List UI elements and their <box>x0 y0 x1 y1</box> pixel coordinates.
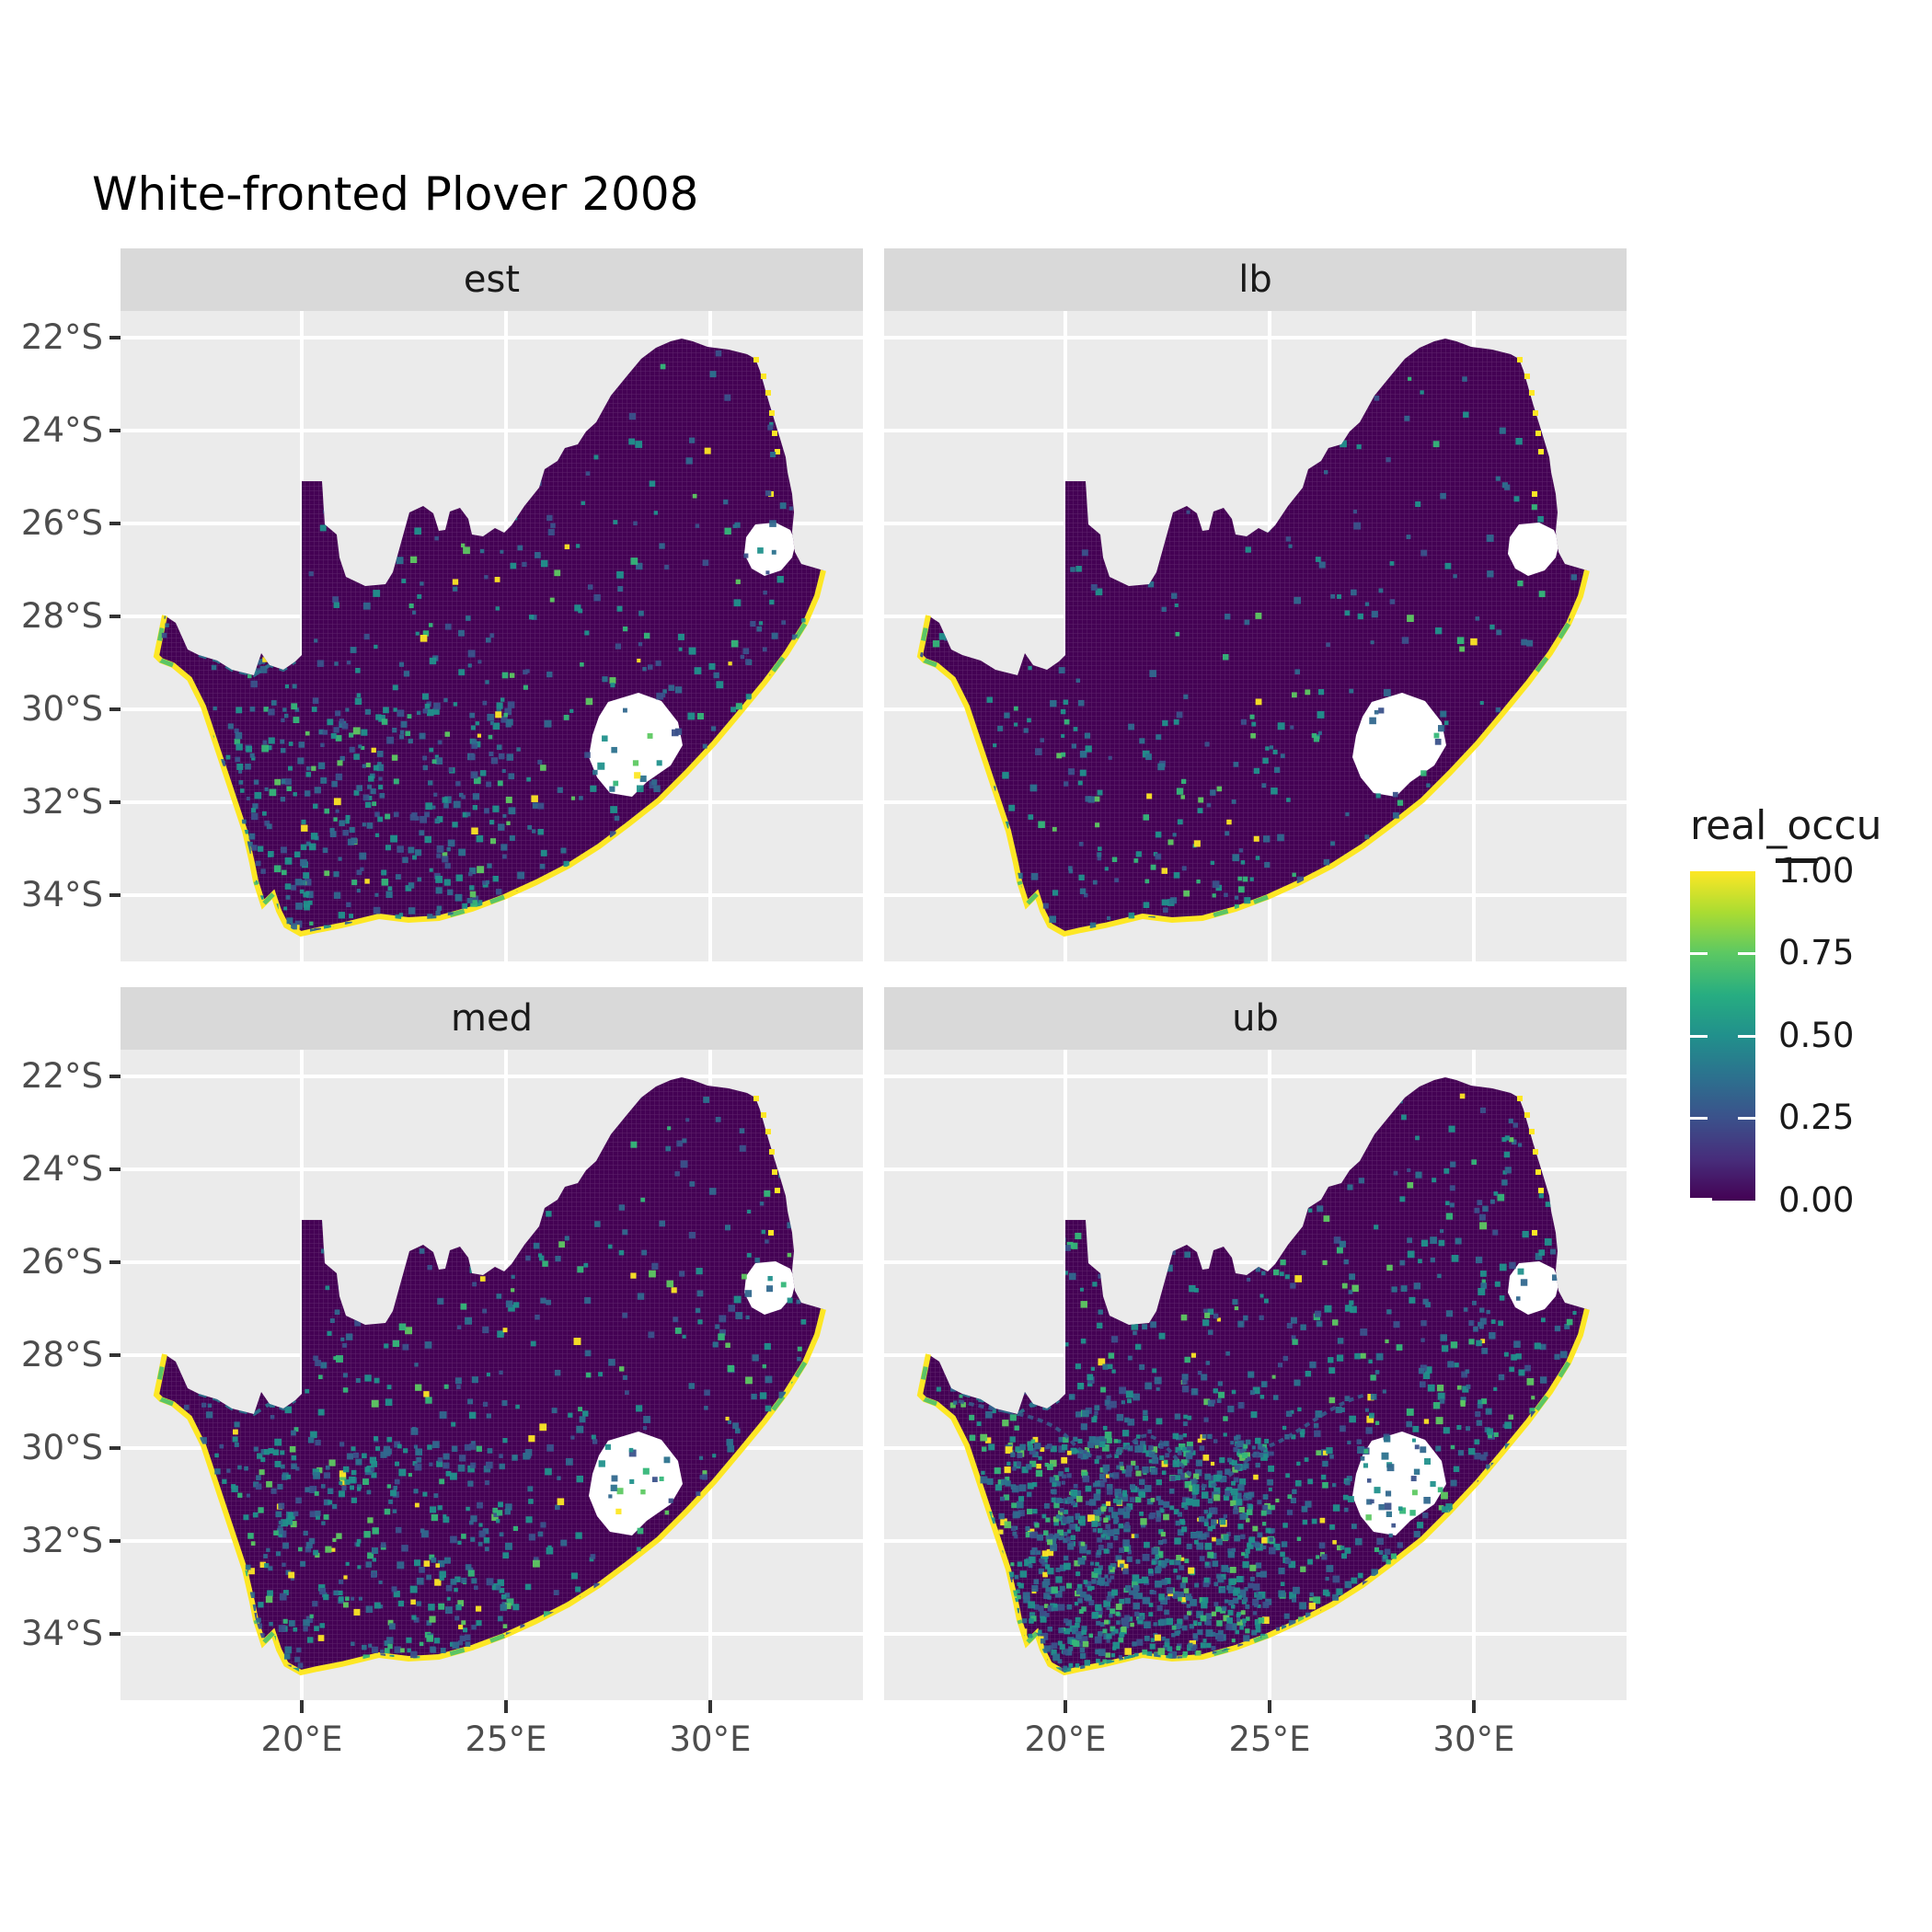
x-axis-tick <box>1267 1700 1271 1713</box>
x-axis-tick <box>708 1700 712 1713</box>
y-axis-tick-label: 32°S <box>20 781 103 822</box>
x-axis-tick-label: 30°E <box>669 1719 752 1759</box>
legend-tick-left <box>1690 1034 1708 1038</box>
south-africa-raster-map <box>884 311 1627 961</box>
facet-strip-label: lb <box>1238 259 1272 301</box>
y-axis-tick-label: 28°S <box>20 596 103 636</box>
y-axis-tick <box>109 707 121 711</box>
y-axis-tick-label: 22°S <box>20 316 103 357</box>
x-axis-tick-label: 30°E <box>1432 1719 1515 1759</box>
y-axis-tick-label: 28°S <box>20 1335 103 1374</box>
y-axis-tick <box>109 521 121 525</box>
south-africa-raster-map <box>884 1050 1627 1700</box>
south-africa-raster-map <box>121 1050 863 1700</box>
y-axis-tick-label: 34°S <box>20 875 103 915</box>
legend-title: real_occu <box>1690 802 1882 849</box>
major-gridline-y <box>884 1167 1627 1172</box>
legend-label: 1.00 <box>1778 851 1855 891</box>
facet-strip-label: est <box>463 259 521 301</box>
major-gridline-y <box>121 429 863 433</box>
y-axis-tick <box>109 799 121 804</box>
y-axis-tick-label: 22°S <box>20 1055 103 1096</box>
x-axis-tick <box>1472 1700 1476 1713</box>
y-axis-tick <box>109 1445 121 1450</box>
facet-strip-ub: ub <box>884 987 1627 1050</box>
y-axis-tick-label: 24°S <box>20 410 103 451</box>
facet-strip-lb: lb <box>884 248 1627 311</box>
major-gridline-y <box>121 1259 863 1264</box>
y-axis-tick <box>109 429 121 433</box>
x-axis-tick-label: 25°E <box>465 1719 547 1759</box>
y-axis-tick <box>109 1074 121 1078</box>
x-axis-tick <box>299 1700 304 1713</box>
legend-tick-left <box>1690 1117 1708 1120</box>
legend-tick-bottom <box>1690 1198 1712 1201</box>
map-panel-lb <box>884 311 1627 961</box>
y-axis-tick <box>109 1632 121 1637</box>
map-panel-ub <box>884 1050 1627 1700</box>
y-axis-tick <box>109 335 121 339</box>
x-axis-tick-label: 20°E <box>1024 1719 1107 1759</box>
y-axis-tick-label: 32°S <box>20 1520 103 1560</box>
major-gridline-y <box>884 335 1627 339</box>
facet-strip-med: med <box>121 987 863 1050</box>
legend-label: 0.25 <box>1778 1098 1855 1137</box>
y-axis-tick <box>109 1353 121 1357</box>
y-axis-tick <box>109 615 121 618</box>
x-axis-tick <box>503 1700 508 1713</box>
y-axis-tick-label: 24°S <box>20 1149 103 1190</box>
y-axis-tick <box>109 893 121 898</box>
major-gridline-x <box>299 311 304 961</box>
y-axis-tick-label: 26°S <box>20 502 103 543</box>
map-panel-est <box>121 311 863 961</box>
south-africa-raster-map <box>121 311 863 961</box>
major-gridline-y <box>121 335 863 339</box>
facet-strip-label: med <box>451 997 533 1040</box>
legend-label: 0.75 <box>1778 933 1855 972</box>
legend-label: 0.50 <box>1778 1016 1855 1055</box>
map-panel-med <box>121 1050 863 1700</box>
legend-tick-right <box>1738 1034 1755 1038</box>
major-gridline-y <box>121 521 863 525</box>
major-gridline-x <box>299 1050 304 1700</box>
x-axis-tick <box>1063 1700 1067 1713</box>
major-gridline-y <box>884 429 1627 433</box>
legend-tick-left <box>1690 952 1708 955</box>
major-gridline-y <box>884 1074 1627 1078</box>
major-gridline-y <box>121 1074 863 1078</box>
legend-top-tick <box>1776 858 1818 863</box>
y-axis-tick-label: 26°S <box>20 1241 103 1282</box>
y-axis-tick-label: 30°S <box>20 688 103 729</box>
y-axis-tick-label: 34°S <box>20 1614 103 1654</box>
y-axis-tick-label: 30°S <box>20 1427 103 1467</box>
facet-strip-label: ub <box>1232 997 1279 1040</box>
major-gridline-x <box>1063 311 1067 961</box>
major-gridline-y <box>884 1259 1627 1264</box>
y-axis-tick <box>109 1259 121 1264</box>
major-gridline-y <box>884 521 1627 525</box>
legend-tick-right <box>1738 1117 1755 1120</box>
x-axis-tick-label: 25°E <box>1228 1719 1311 1759</box>
y-axis-tick <box>109 1167 121 1172</box>
legend-tick-right <box>1738 952 1755 955</box>
y-axis-tick <box>109 1538 121 1543</box>
major-gridline-y <box>121 1167 863 1172</box>
legend-label: 0.00 <box>1778 1180 1855 1220</box>
major-gridline-x <box>1063 1050 1067 1700</box>
facet-strip-est: est <box>121 248 863 311</box>
x-axis-tick-label: 20°E <box>260 1719 343 1759</box>
plot-title: White-fronted Plover 2008 <box>92 167 699 221</box>
